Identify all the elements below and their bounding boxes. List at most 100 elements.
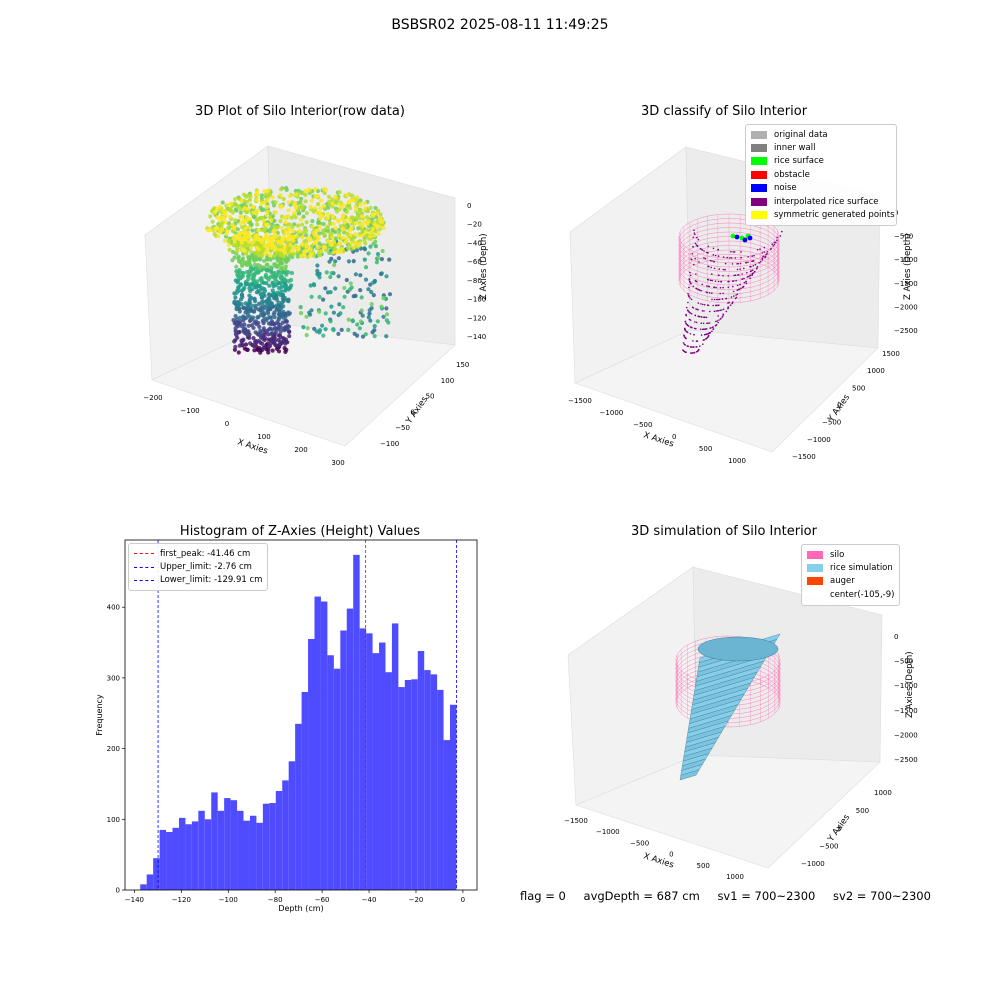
raw-point-550: [258, 277, 263, 282]
raw-point-1091: [269, 246, 274, 251]
histogram-bar-11: [211, 792, 218, 890]
raw-point-77: [278, 335, 283, 340]
raw-point-230: [279, 314, 284, 319]
raw-point-1336: [347, 243, 352, 248]
raw-point-933: [324, 202, 329, 207]
interpolated-point-18: [691, 352, 694, 354]
raw-point-1703: [353, 232, 358, 237]
raw-point-71: [247, 332, 252, 337]
raw-xtick-3: 100: [257, 433, 270, 441]
raw-point-337: [266, 296, 271, 301]
raw-point-1080: [260, 253, 265, 258]
raw-point-129: [284, 319, 289, 324]
rice-surface-strip-12: [689, 698, 742, 720]
classify-legend-label-0: original data: [774, 129, 828, 140]
histogram-bar-46: [437, 689, 444, 890]
rice-surface-strip-7: [693, 671, 758, 696]
raw-point-276: [358, 273, 363, 278]
raw-point-1679: [329, 243, 334, 248]
raw-point-867: [274, 224, 279, 229]
raw-point-1338: [301, 230, 306, 235]
raw-point-1635: [362, 220, 367, 225]
raw-point-716: [252, 251, 257, 256]
interpolated-point-265: [690, 352, 693, 354]
raw-point-833: [267, 211, 272, 216]
raw-point-531: [253, 271, 258, 276]
raw-point-1030: [324, 246, 329, 251]
raw-point-936: [336, 194, 341, 199]
interpolated-point-77: [734, 257, 737, 259]
histogram-bar-14: [230, 800, 238, 890]
raw-point-208: [277, 309, 282, 314]
raw-point-1147: [336, 235, 341, 240]
raw-point-212: [248, 307, 253, 312]
raw-point-1710: [296, 245, 301, 250]
raw-point-1129: [255, 248, 260, 253]
rice-surface-strip-10: [691, 687, 749, 710]
raw-point-826: [333, 236, 338, 241]
interpolated-point-364: [761, 257, 764, 260]
interpolated-point-122: [689, 333, 692, 335]
interpolated-point-151: [695, 327, 697, 330]
raw-point-1591: [330, 235, 335, 240]
raw-point-233: [244, 315, 249, 320]
raw-point-1572: [217, 218, 222, 223]
raw-point-557: [252, 279, 257, 284]
raw-point-791: [343, 214, 348, 220]
raw-point-338: [240, 295, 245, 300]
raw-point-570: [255, 279, 260, 284]
raw-point-1724: [265, 209, 270, 214]
raw-point-1265: [358, 212, 363, 217]
raw-point-227: [271, 304, 276, 309]
raw-point-1319: [364, 233, 369, 238]
interpolated-point-305: [694, 314, 696, 317]
class-marker-3: [734, 234, 740, 240]
raw-point-120: [280, 326, 285, 331]
raw-point-898: [310, 189, 315, 194]
raw-point-1439: [289, 215, 294, 220]
raw-point-1376: [356, 212, 362, 217]
histogram-bar-42: [411, 679, 418, 890]
raw-point-526: [272, 273, 277, 278]
raw-point-821: [229, 240, 234, 245]
raw-point-329: [278, 292, 283, 297]
raw-point-50: [273, 343, 278, 348]
raw-point-912: [373, 205, 378, 211]
raw-point-922: [284, 215, 289, 220]
raw-point-360: [246, 304, 251, 309]
raw-point-522: [276, 269, 281, 274]
raw-point-837: [337, 227, 342, 233]
raw-point-590: [286, 279, 291, 284]
raw-point-141: [243, 328, 248, 333]
raw-point-1180: [348, 234, 353, 239]
classify-silo-ring-6: [678, 240, 780, 286]
raw-point-1348: [367, 236, 372, 241]
raw-point-1560: [273, 210, 279, 215]
histogram-xtick-3: −80: [268, 896, 283, 904]
raw-point-1469: [246, 235, 251, 240]
raw-point-181: [235, 320, 240, 325]
raw-point-529: [238, 270, 243, 275]
rice-surface-strip-21: [682, 747, 713, 762]
raw-point-642: [247, 257, 252, 262]
raw-point-38: [281, 336, 286, 341]
interpolated-point-47: [743, 277, 745, 280]
interpolated-point-400: [689, 280, 691, 283]
raw-point-455: [283, 283, 288, 288]
histogram-bar-6: [178, 817, 186, 890]
interpolated-point-85: [689, 281, 691, 284]
raw-zlabel: Z Axies (Depth): [479, 233, 489, 300]
raw-point-54: [263, 336, 268, 341]
raw-point-1185: [222, 214, 227, 219]
raw-point-472: [283, 278, 288, 283]
interpolated-point-14: [702, 322, 705, 325]
simulation-ytick-1: −500: [819, 842, 838, 850]
interpolated-point-359: [729, 257, 731, 259]
raw-ztick-2: −40: [467, 239, 482, 247]
raw-point-418: [317, 271, 322, 276]
simulation-plot-title: 3D simulation of Silo Interior: [631, 524, 817, 539]
raw-point-407: [346, 259, 351, 264]
interpolated-point-95: [761, 259, 764, 261]
raw-point-1365: [304, 220, 309, 225]
raw-point-501: [323, 327, 328, 332]
